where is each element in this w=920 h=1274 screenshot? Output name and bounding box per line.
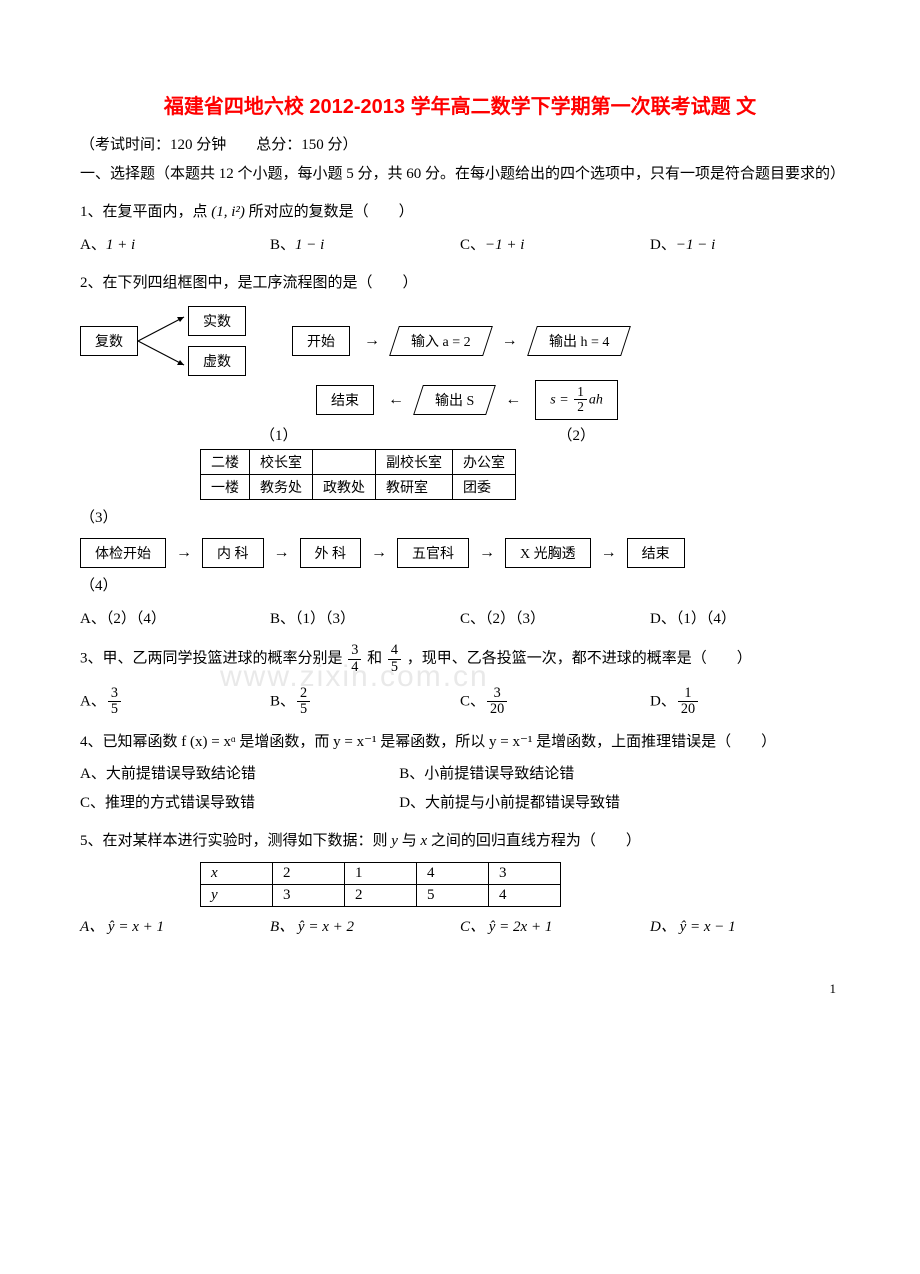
q1-stem: 1、在复平面内，点 (1, i²) 所对应的复数是（ ） [80, 198, 840, 227]
fc2-outs: 输出 S [413, 385, 496, 415]
fc-labels-12: （1） （2） [80, 424, 840, 445]
q2-flowcharts: 复数 实数 虚数 开始 → 输入 a = 2 [80, 306, 840, 601]
fc-label-1: （1） [260, 424, 298, 445]
fc-row-1: 复数 实数 虚数 开始 → 输入 a = 2 [80, 306, 840, 376]
fc2-input: 输入 a = 2 [389, 326, 492, 356]
q3-opt-d: D、120 [650, 686, 840, 718]
q2-opt-b: B、（1）（3） [270, 605, 460, 634]
arrow-left-icon: ← [388, 391, 404, 409]
q2-opt-c: C、（2）（3） [460, 605, 650, 634]
q4-opt-a: A、大前提错误导致结论错 [80, 760, 399, 789]
fc1-children: 实数 虚数 [188, 306, 246, 376]
arrow-icon: → [371, 544, 387, 562]
fc4-flow: 体检开始 → 内 科 → 外 科 → 五官科 → X 光胸透 → 结束 [80, 538, 840, 568]
fc2-end: 结束 [316, 385, 374, 415]
arrow-icon: → [274, 544, 290, 562]
q1-stem-b: 所对应的复数是（ ） [249, 204, 414, 220]
q1-stem-a: 1、在复平面内，点 [80, 204, 208, 220]
arrow-icon: → [176, 544, 192, 562]
arrow-icon: → [364, 332, 380, 350]
fc1-root: 复数 [80, 326, 138, 356]
q5-opt-d: D、 ŷ = x − 1 [650, 913, 840, 942]
fc1-fork [138, 307, 188, 375]
fc2-calc: s = 12ah [535, 380, 618, 420]
q5-opt-a: A、 ŷ = x + 1 [80, 913, 270, 942]
fc4-node: 五官科 [397, 538, 469, 568]
q3-opt-c: C、320 [460, 686, 650, 718]
table-row: x 2 1 4 3 [201, 862, 561, 884]
q3-opt-a: A、35 [80, 686, 270, 718]
arrow-icon: → [479, 544, 495, 562]
q4-options: A、大前提错误导致结论错 B、小前提错误导致结论错 C、推理的方式错误导致错 D… [80, 760, 840, 817]
fc-label-4: （4） [80, 572, 840, 601]
q1-opt-c: C、−1 + i [460, 231, 650, 260]
fc2-outh: 输出 h = 4 [527, 326, 631, 356]
exam-title: 福建省四地六校 2012-2013 学年高二数学下学期第一次联考试题 文 [80, 90, 840, 119]
page-number: 1 [80, 981, 840, 997]
fc-label-3: （3） [80, 504, 840, 533]
fc4-node: 内 科 [202, 538, 264, 568]
q5-options: A、 ŷ = x + 1 B、 ŷ = x + 2 C、 ŷ = 2x + 1 … [80, 913, 840, 942]
fc4-node: 结束 [627, 538, 685, 568]
arrow-icon: → [601, 544, 617, 562]
fc2-start: 开始 [292, 326, 350, 356]
q3-opt-b: B、25 [270, 686, 460, 718]
fc1-imag: 虚数 [188, 346, 246, 376]
q1-opt-a: A、1 + i [80, 231, 270, 260]
fc3-table: 二楼 校长室 副校长室 办公室 一楼 教务处 政教处 教研室 团委 [200, 449, 516, 500]
q1-options: A、1 + i B、1 − i C、−1 + i D、−1 − i [80, 231, 840, 260]
arrow-left-icon: ← [505, 391, 521, 409]
q1-opt-b: B、1 − i [270, 231, 460, 260]
q5-stem: 5、在对某样本进行实验时，测得如下数据：则 y 与 x 之间的回归直线方程为（ … [80, 827, 840, 856]
fc2-row2: 结束 ← 输出 S ← s = 12ah [316, 380, 840, 420]
q2-opt-d: D、（1）（4） [650, 605, 840, 634]
exam-meta: （考试时间：120 分钟 总分：150 分） [80, 131, 840, 160]
table-row: y 3 2 5 4 [201, 884, 561, 906]
fc4-node: X 光胸透 [505, 538, 591, 568]
q3-options: A、35 B、25 C、320 D、120 [80, 686, 840, 718]
q5-table: x 2 1 4 3 y 3 2 5 4 [200, 862, 561, 907]
q1-point: (1, i²) [211, 204, 245, 220]
q5-opt-c: C、 ŷ = 2x + 1 [460, 913, 650, 942]
q2-options: A、（2）（4） B、（1）（3） C、（2）（3） D、（1）（4） [80, 605, 840, 634]
table-row: 二楼 校长室 副校长室 办公室 [201, 449, 516, 474]
arrow-icon: → [502, 332, 518, 350]
fc1-real: 实数 [188, 306, 246, 336]
q4-opt-d: D、大前提与小前提都错误导致错 [399, 789, 840, 818]
fc1: 复数 实数 虚数 [80, 306, 246, 376]
q4-opt-b: B、小前提错误导致结论错 [399, 760, 840, 789]
page: www.zixin.com.cn 福建省四地六校 2012-2013 学年高二数… [0, 0, 920, 1027]
q3-stem: 3、甲、乙两同学投篮进球的概率分别是 34 和 45 ，现甲、乙各投篮一次，都不… [80, 643, 840, 675]
fc4-node: 外 科 [300, 538, 362, 568]
q2-opt-a: A、（2）（4） [80, 605, 270, 634]
table-row: 一楼 教务处 政教处 教研室 团委 [201, 474, 516, 499]
q2-stem: 2、在下列四组框图中，是工序流程图的是（ ） [80, 269, 840, 298]
q1-opt-d: D、−1 − i [650, 231, 840, 260]
q4-opt-c: C、推理的方式错误导致错 [80, 789, 399, 818]
fc-label-2: （2） [558, 424, 596, 445]
fc4-node: 体检开始 [80, 538, 166, 568]
q4-stem: 4、已知幂函数 f (x) = xᵅ 是增函数，而 y = x⁻¹ 是幂函数，所… [80, 728, 840, 757]
section-header: 一、选择题（本题共 12 个小题，每小题 5 分，共 60 分。在每小题给出的四… [80, 160, 840, 189]
q5-opt-b: B、 ŷ = x + 2 [270, 913, 460, 942]
